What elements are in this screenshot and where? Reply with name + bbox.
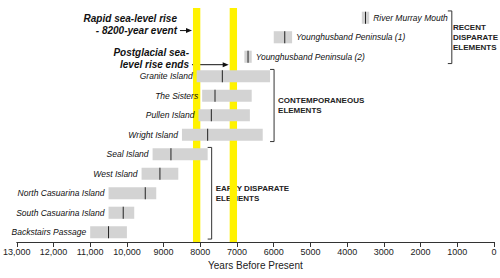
svg-text:1000: 1000 [447,247,467,257]
svg-text:level rise ends: level rise ends [120,59,189,70]
svg-text:Postglacial sea-: Postglacial sea- [113,47,189,58]
svg-text:Granite Island: Granite Island [140,71,193,81]
svg-text:9000: 9000 [154,247,174,257]
svg-text:11,000: 11,000 [77,247,104,257]
svg-text:North Casuarina Island: North Casuarina Island [18,188,105,198]
svg-text:DISPARATE: DISPARATE [453,33,499,42]
svg-text:0: 0 [491,247,496,257]
svg-text:The Sisters: The Sisters [155,91,199,101]
svg-text:CONTEMPORANEOUS: CONTEMPORANEOUS [278,96,365,105]
svg-text:Seal Island: Seal Island [107,149,149,159]
svg-text:Younghusband Peninsula (2): Younghusband Peninsula (2) [256,52,365,62]
svg-text:Backstairs Passage: Backstairs Passage [12,227,87,237]
svg-text:River Murray Mouth: River Murray Mouth [373,13,448,23]
svg-text:7000: 7000 [227,247,247,257]
svg-text:Rapid sea-level rise: Rapid sea-level rise [84,13,178,24]
svg-text:West Island: West Island [93,169,138,179]
svg-text:Younghusband Peninsula (1): Younghusband Peninsula (1) [296,32,405,42]
svg-text:8000: 8000 [190,247,210,257]
svg-text:12,000: 12,000 [40,247,68,257]
svg-text:13,000: 13,000 [3,247,31,257]
svg-text:2000: 2000 [411,247,431,257]
svg-text:Years Before Present: Years Before Present [208,260,303,271]
svg-text:ELEMENTS: ELEMENTS [453,43,497,52]
svg-text:3000: 3000 [374,247,394,257]
svg-text:ELEMENTS: ELEMENTS [216,194,260,203]
svg-text:RECENT: RECENT [453,23,486,32]
svg-text:- 8200-year event: - 8200-year event [96,25,178,36]
svg-text:EARLY DISPARATE: EARLY DISPARATE [216,184,290,193]
svg-text:South Casuarina Island: South Casuarina Island [16,208,105,218]
svg-text:Pullen Island: Pullen Island [146,110,195,120]
svg-text:5000: 5000 [300,247,320,257]
svg-text:6000: 6000 [264,247,284,257]
svg-text:4000: 4000 [337,247,357,257]
svg-text:ELEMENTS: ELEMENTS [278,106,322,115]
svg-text:Wright Island: Wright Island [128,130,178,140]
svg-text:10,000: 10,000 [113,247,141,257]
